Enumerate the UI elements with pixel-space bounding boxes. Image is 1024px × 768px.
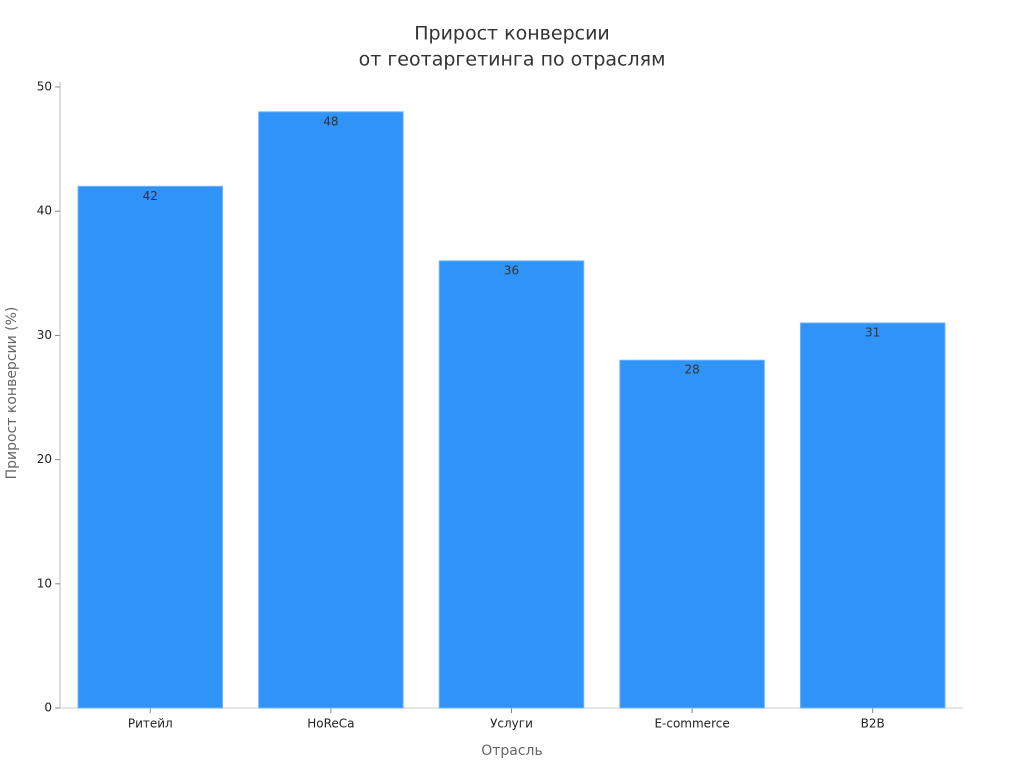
x-axis-label: Отрасль (481, 743, 543, 759)
data-label: 28 (684, 363, 699, 377)
bar (619, 359, 765, 709)
data-label: 36 (504, 263, 519, 277)
bar (799, 322, 946, 709)
y-axis-label: Прирост конверсии (%) (4, 307, 20, 480)
data-label: 48 (323, 114, 338, 128)
y-tick-label: 50 (37, 80, 52, 94)
y-tick-label: 10 (37, 576, 52, 590)
y-tick-label: 0 (44, 701, 52, 715)
chart-title: от геотаргетинга по отраслям (359, 49, 666, 71)
x-tick-label: Ритейл (128, 717, 173, 731)
chart-title: Прирост конверсии (414, 23, 610, 45)
data-label: 42 (143, 189, 158, 203)
bar (77, 185, 224, 709)
y-tick-label: 30 (37, 328, 52, 342)
x-tick-label: Услуги (490, 717, 533, 731)
bar (258, 111, 404, 709)
data-label: 31 (865, 325, 880, 339)
y-tick-label: 20 (37, 452, 52, 466)
x-tick-label: HoReCa (307, 717, 354, 731)
bar (438, 260, 585, 709)
y-tick-label: 40 (37, 204, 52, 218)
x-tick-label: B2B (861, 717, 885, 731)
x-tick-label: E-commerce (654, 717, 729, 731)
